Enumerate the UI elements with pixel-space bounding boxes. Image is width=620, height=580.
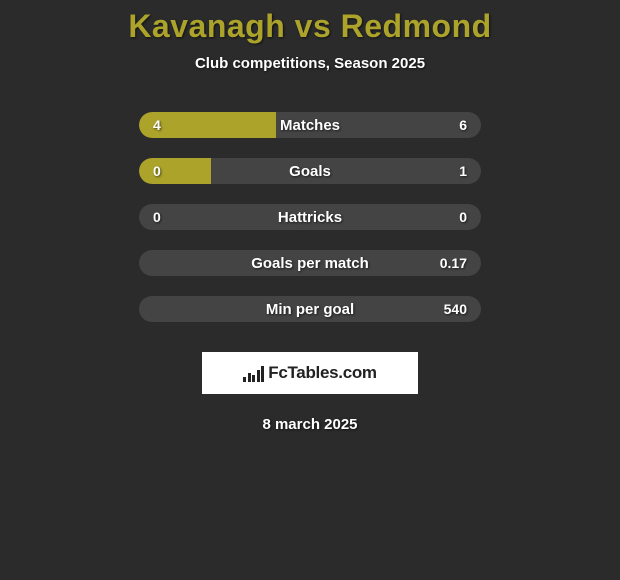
stat-value-right: 0.17: [440, 250, 467, 276]
stat-label: Min per goal: [139, 296, 481, 322]
stat-row: 540Min per goal: [139, 296, 481, 322]
stat-value-left: 0: [153, 158, 161, 184]
stat-bar: 46Matches: [139, 112, 481, 138]
brand-text: FcTables.com: [268, 363, 377, 383]
stat-row: 46Matches: [139, 112, 481, 138]
stat-value-right: 6: [459, 112, 467, 138]
brand-chart-icon: [243, 364, 264, 382]
stat-value-left: 0: [153, 204, 161, 230]
stat-value-right: 0: [459, 204, 467, 230]
date-label: 8 march 2025: [262, 416, 357, 433]
stats-list: 46Matches01Goals00Hattricks0.17Goals per…: [139, 112, 481, 342]
stat-label: Goals per match: [139, 250, 481, 276]
stat-label: Hattricks: [139, 204, 481, 230]
stat-bar: 0.17Goals per match: [139, 250, 481, 276]
stat-row: 01Goals: [139, 158, 481, 184]
stat-row: 0.17Goals per match: [139, 250, 481, 276]
comparison-infographic: Kavanagh vs Redmond Club competitions, S…: [0, 0, 620, 433]
stat-value-left: 4: [153, 112, 161, 138]
stat-bar: 540Min per goal: [139, 296, 481, 322]
page-title: Kavanagh vs Redmond: [128, 8, 491, 45]
stat-bar: 0 0Hattricks: [139, 204, 481, 230]
stat-value-right: 1: [459, 158, 467, 184]
stat-bar-left-fill: [139, 158, 211, 184]
brand-box: FcTables.com: [202, 352, 418, 394]
page-subtitle: Club competitions, Season 2025: [195, 55, 425, 72]
stat-value-right: 540: [444, 296, 467, 322]
stat-bar: 01Goals: [139, 158, 481, 184]
stat-row: 0 0Hattricks: [139, 204, 481, 230]
